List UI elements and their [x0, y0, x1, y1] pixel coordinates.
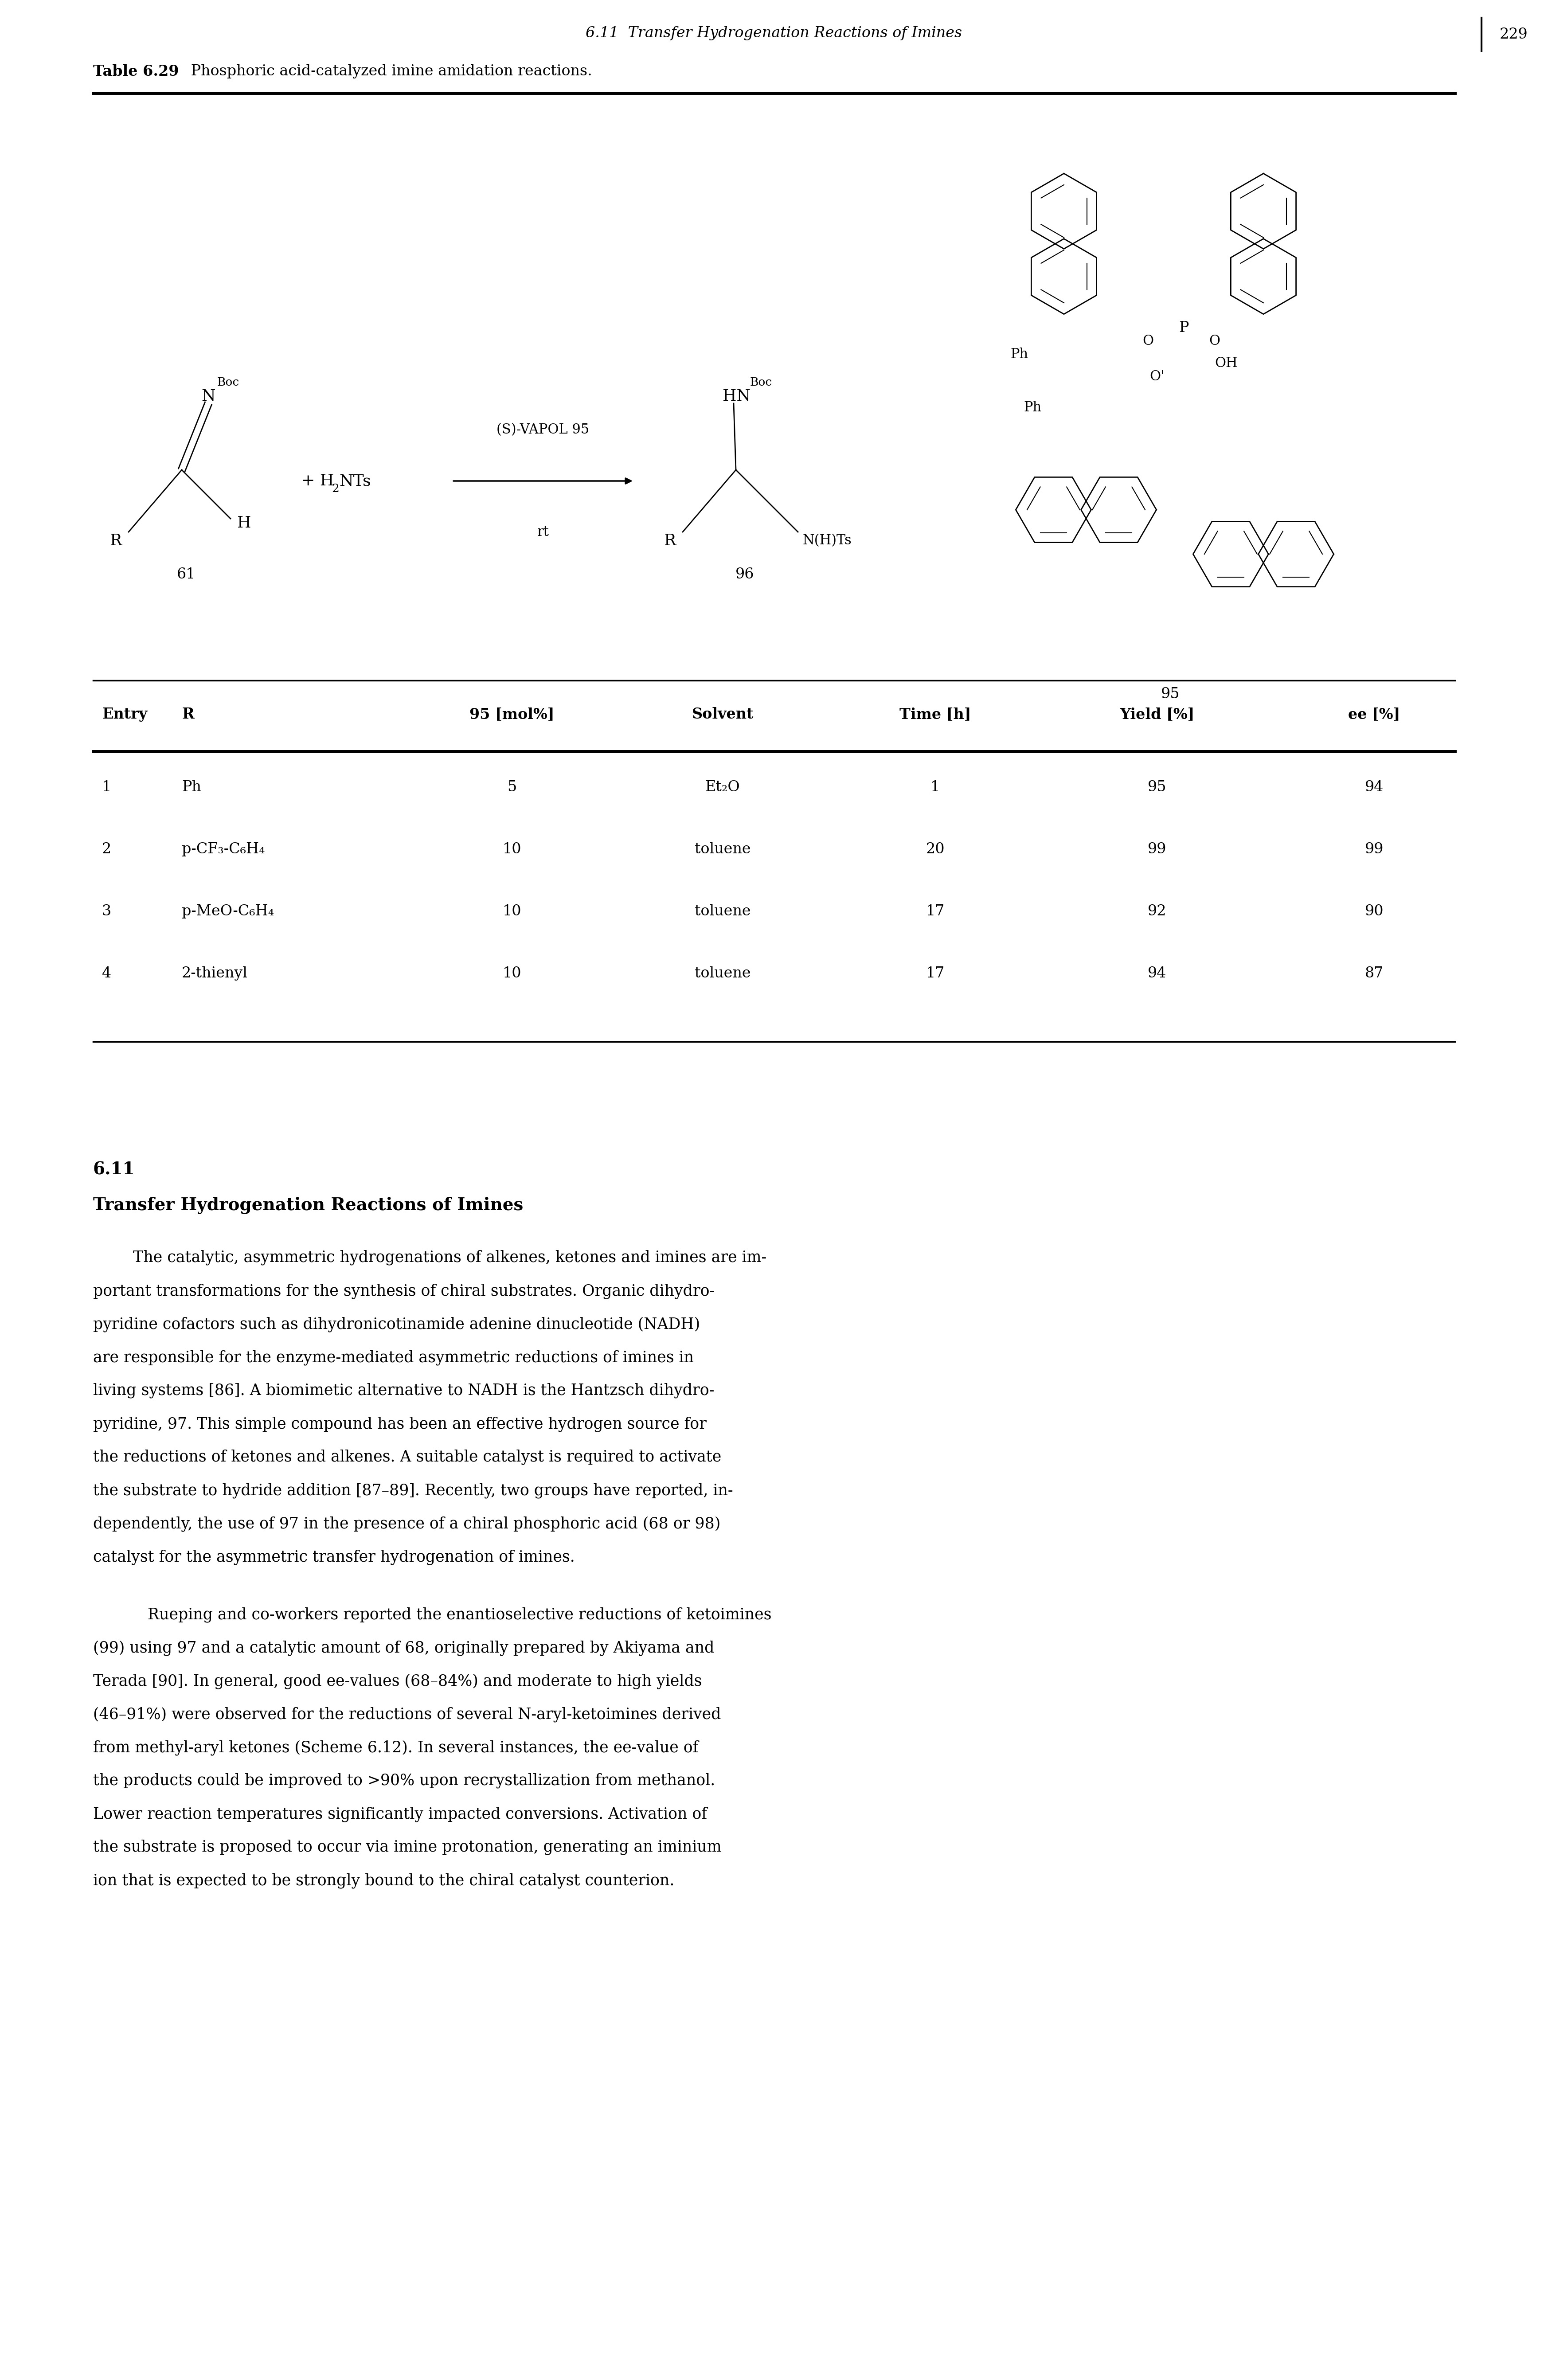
Text: 6.11: 6.11	[93, 1161, 135, 1178]
Text: p-CF₃-C₆H₄: p-CF₃-C₆H₄	[181, 843, 265, 857]
Text: P: P	[1178, 321, 1189, 336]
Text: 10: 10	[503, 966, 522, 981]
Text: Lower reaction temperatures significantly impacted conversions. Activation of: Lower reaction temperatures significantl…	[93, 1806, 707, 1821]
Text: 229: 229	[1500, 29, 1528, 43]
Text: the products could be improved to >90% upon recrystallization from methanol.: the products could be improved to >90% u…	[93, 1773, 715, 1787]
Text: 95: 95	[1147, 781, 1167, 795]
Text: The catalytic, asymmetric hydrogenations of alkenes, ketones and imines are im-: The catalytic, asymmetric hydrogenations…	[133, 1250, 766, 1266]
Text: 92: 92	[1147, 904, 1167, 919]
Text: pyridine, 97. This simple compound has been an effective hydrogen source for: pyridine, 97. This simple compound has b…	[93, 1416, 706, 1433]
Text: pyridine cofactors such as dihydronicotinamide adenine dinucleotide (NADH): pyridine cofactors such as dihydronicoti…	[93, 1316, 700, 1333]
Text: 5: 5	[508, 781, 517, 795]
Text: 90: 90	[1365, 904, 1384, 919]
Text: Terada [90]. In general, good ee-values (68–84%) and moderate to high yields: Terada [90]. In general, good ee-values …	[93, 1673, 701, 1690]
Text: Table 6.29: Table 6.29	[93, 64, 180, 79]
Text: the substrate to hydride addition [87–89]. Recently, two groups have reported, i: the substrate to hydride addition [87–89…	[93, 1483, 734, 1497]
Text: O': O'	[1150, 369, 1164, 383]
Text: O: O	[1209, 336, 1220, 347]
Text: 10: 10	[503, 843, 522, 857]
Text: N: N	[201, 388, 215, 402]
Text: 95 [mol%]: 95 [mol%]	[469, 707, 554, 721]
Text: Yield [%]: Yield [%]	[1119, 707, 1195, 721]
Text: toluene: toluene	[695, 843, 751, 857]
Text: (S)-VAPOL 95: (S)-VAPOL 95	[497, 424, 590, 436]
Text: 95: 95	[1161, 688, 1180, 702]
Text: OH: OH	[1215, 357, 1237, 371]
Text: the substrate is proposed to occur via imine protonation, generating an iminium: the substrate is proposed to occur via i…	[93, 1840, 721, 1854]
Text: R: R	[664, 533, 676, 547]
Text: 1: 1	[930, 781, 940, 795]
Text: R: R	[110, 533, 122, 547]
Text: R: R	[181, 707, 194, 721]
Text: ee [%]: ee [%]	[1348, 707, 1401, 721]
Text: 99: 99	[1365, 843, 1384, 857]
Text: NTs: NTs	[339, 474, 372, 488]
Text: toluene: toluene	[695, 904, 751, 919]
Text: H: H	[237, 516, 251, 531]
Text: portant transformations for the synthesis of chiral substrates. Organic dihydro-: portant transformations for the synthesi…	[93, 1283, 715, 1299]
Text: + H: + H	[302, 474, 334, 488]
Text: Ph: Ph	[181, 781, 201, 795]
Text: catalyst for the asymmetric transfer hydrogenation of imines.: catalyst for the asymmetric transfer hyd…	[93, 1549, 574, 1564]
Text: Transfer Hydrogenation Reactions of Imines: Transfer Hydrogenation Reactions of Imin…	[93, 1197, 523, 1214]
Text: 4: 4	[102, 966, 111, 981]
Text: 3: 3	[102, 904, 111, 919]
Text: 1: 1	[102, 781, 111, 795]
Text: Solvent: Solvent	[692, 707, 754, 721]
Text: ion that is expected to be strongly bound to the chiral catalyst counterion.: ion that is expected to be strongly boun…	[93, 1873, 675, 1887]
Text: Ph: Ph	[1023, 400, 1042, 414]
Text: (46–91%) were observed for the reductions of several N-aryl-ketoimines derived: (46–91%) were observed for the reduction…	[93, 1706, 721, 1723]
Text: 96: 96	[735, 566, 754, 581]
Text: 6.11  Transfer Hydrogenation Reactions of Imines: 6.11 Transfer Hydrogenation Reactions of…	[585, 26, 963, 40]
Text: p-MeO-C₆H₄: p-MeO-C₆H₄	[181, 904, 274, 919]
Text: Rueping and co-workers reported the enantioselective reductions of ketoimines: Rueping and co-workers reported the enan…	[133, 1606, 771, 1623]
Text: Boc: Boc	[751, 376, 772, 388]
Text: 17: 17	[926, 904, 944, 919]
Text: Boc: Boc	[217, 376, 240, 388]
Text: O: O	[1142, 336, 1153, 347]
Text: Entry: Entry	[102, 707, 147, 721]
Text: 2: 2	[331, 483, 339, 495]
Text: (99) using 97 and a catalytic amount of 68, originally prepared by Akiyama and: (99) using 97 and a catalytic amount of …	[93, 1640, 714, 1656]
Text: rt: rt	[537, 526, 550, 538]
Text: the reductions of ketones and alkenes. A suitable catalyst is required to activa: the reductions of ketones and alkenes. A…	[93, 1449, 721, 1464]
Text: 61: 61	[176, 566, 195, 581]
Text: 20: 20	[926, 843, 944, 857]
Text: from methyl-aryl ketones (Scheme 6.12). In several instances, the ee-value of: from methyl-aryl ketones (Scheme 6.12). …	[93, 1740, 698, 1754]
Text: N(H)Ts: N(H)Ts	[802, 533, 851, 547]
Text: Time [h]: Time [h]	[899, 707, 971, 721]
Text: 87: 87	[1365, 966, 1384, 981]
Text: are responsible for the enzyme-mediated asymmetric reductions of imines in: are responsible for the enzyme-mediated …	[93, 1349, 694, 1366]
Text: HN: HN	[723, 388, 751, 402]
Text: 99: 99	[1147, 843, 1167, 857]
Text: living systems [86]. A biomimetic alternative to NADH is the Hantzsch dihydro-: living systems [86]. A biomimetic altern…	[93, 1383, 714, 1399]
Text: Et₂O: Et₂O	[706, 781, 740, 795]
Text: 94: 94	[1147, 966, 1166, 981]
Text: toluene: toluene	[695, 966, 751, 981]
Text: Phosphoric acid-catalyzed imine amidation reactions.: Phosphoric acid-catalyzed imine amidatio…	[186, 64, 593, 79]
Text: 2: 2	[102, 843, 111, 857]
Text: 10: 10	[503, 904, 522, 919]
Text: 17: 17	[926, 966, 944, 981]
Text: 2-thienyl: 2-thienyl	[181, 966, 248, 981]
Text: 94: 94	[1365, 781, 1384, 795]
Text: dependently, the use of 97 in the presence of a chiral phosphoric acid (68 or 98: dependently, the use of 97 in the presen…	[93, 1516, 720, 1530]
Text: Ph: Ph	[1011, 347, 1028, 362]
